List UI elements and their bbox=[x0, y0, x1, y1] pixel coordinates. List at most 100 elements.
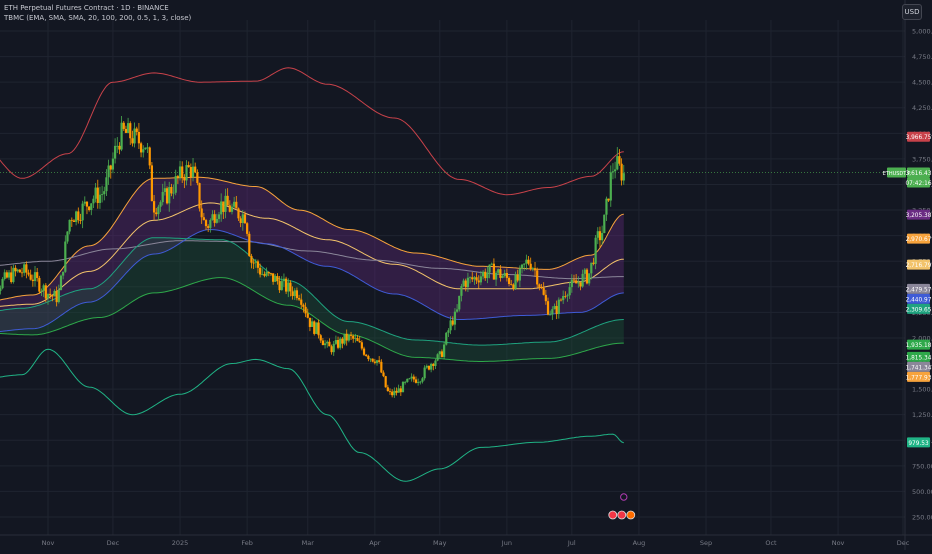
y-tick-label: 3,750.00 bbox=[912, 155, 932, 163]
candle-body bbox=[419, 381, 422, 383]
candle-body bbox=[393, 390, 396, 396]
earnings-marker-icon[interactable] bbox=[626, 510, 636, 520]
candle-body bbox=[150, 165, 153, 202]
candle-body bbox=[103, 191, 106, 195]
candle-body bbox=[272, 273, 275, 282]
candle-body bbox=[371, 358, 374, 362]
candle-body bbox=[209, 220, 212, 228]
price-label-box bbox=[907, 351, 930, 362]
candle-body bbox=[352, 335, 355, 339]
candle-body bbox=[533, 268, 537, 271]
candle-body bbox=[189, 167, 192, 178]
price-label-text: 2,440.97 bbox=[906, 297, 932, 303]
candle-body bbox=[38, 277, 41, 292]
candle-body bbox=[31, 279, 34, 282]
candle-body bbox=[114, 145, 117, 159]
candle-body bbox=[29, 274, 32, 280]
candle-body bbox=[276, 276, 279, 282]
candle-body bbox=[408, 378, 411, 380]
candle-body bbox=[341, 338, 344, 344]
candle-body bbox=[529, 263, 532, 270]
candle-body bbox=[174, 176, 177, 193]
candle-body bbox=[133, 128, 136, 144]
candle-body bbox=[553, 306, 556, 310]
candle-body bbox=[261, 274, 264, 275]
y-tick-label: 2,000.00 bbox=[912, 334, 932, 342]
y-tick-label: 500.00 bbox=[912, 488, 932, 496]
candle-body bbox=[33, 272, 37, 282]
x-tick-label: Jun bbox=[501, 539, 512, 547]
candle-body bbox=[536, 270, 539, 285]
candle-body bbox=[278, 281, 281, 291]
candle-body bbox=[152, 201, 156, 213]
candle-body bbox=[263, 274, 266, 276]
candle-body bbox=[315, 322, 318, 334]
y-tick-label: 4,250.00 bbox=[912, 104, 932, 112]
candle-body bbox=[75, 211, 78, 222]
series-line-band_teal bbox=[0, 237, 624, 346]
candle-body bbox=[105, 177, 108, 192]
price-axis[interactable]: 5,000.004,750.004,500.004,250.004,000.00… bbox=[904, 0, 932, 550]
candle-body bbox=[49, 293, 52, 296]
candle-body bbox=[120, 122, 123, 150]
event-markers[interactable] bbox=[608, 493, 636, 520]
candle-body bbox=[202, 217, 205, 221]
candle-body bbox=[378, 360, 381, 362]
candle-body bbox=[559, 299, 563, 301]
candle-body bbox=[594, 237, 597, 264]
candle-body bbox=[1, 278, 4, 289]
candle-body bbox=[516, 274, 519, 281]
y-tick-label: 1,500.00 bbox=[912, 386, 932, 394]
x-tick-label: Jul bbox=[567, 539, 576, 547]
candle-body bbox=[187, 165, 190, 168]
candle-body bbox=[300, 299, 303, 305]
candle-body bbox=[412, 376, 415, 380]
indicator-title[interactable]: TBMC (EMA, SMA, SMA, 20, 100, 200, 0.5, … bbox=[4, 14, 192, 22]
price-label-text: 2,716.79 bbox=[906, 263, 932, 269]
time-axis[interactable]: Nov Dec 2025 Feb Mar Apr May Jun Jul Aug Sep Oct Nov… bbox=[0, 534, 932, 547]
symbol-title[interactable]: ETH Perpetual Futures Contract · 1D · BI… bbox=[4, 4, 169, 12]
earnings-marker-icon[interactable] bbox=[608, 510, 618, 520]
candle-body bbox=[198, 183, 201, 209]
candle-body bbox=[443, 344, 446, 357]
candle-body bbox=[588, 273, 591, 284]
candle-body bbox=[425, 365, 428, 368]
candle-body bbox=[20, 272, 24, 274]
candle-body bbox=[546, 301, 550, 315]
y-tick-label: 4,750.00 bbox=[912, 53, 932, 61]
candle-body bbox=[168, 187, 171, 204]
candle-body bbox=[497, 269, 500, 273]
currency-button[interactable]: USD bbox=[902, 4, 922, 20]
candle-body bbox=[391, 391, 394, 396]
candle-body bbox=[148, 147, 151, 166]
candle-body bbox=[18, 269, 21, 273]
candle-body bbox=[436, 354, 439, 361]
candle-body bbox=[477, 280, 480, 283]
candle-body bbox=[572, 279, 576, 281]
candle-body bbox=[228, 205, 231, 212]
price-label-box bbox=[907, 209, 930, 220]
event-marker-icon[interactable] bbox=[620, 493, 628, 501]
x-tick-label: Nov bbox=[42, 539, 55, 547]
candle-body bbox=[126, 123, 130, 133]
candle-body bbox=[555, 306, 558, 314]
candle-body bbox=[27, 272, 30, 275]
candle-body bbox=[10, 272, 13, 283]
candle-body bbox=[503, 273, 506, 277]
x-tick-label: Oct bbox=[765, 539, 777, 547]
candle-body bbox=[297, 298, 301, 300]
candle-body bbox=[514, 274, 517, 289]
candle-body bbox=[12, 267, 15, 283]
candle-body bbox=[540, 287, 543, 289]
candle-body bbox=[142, 149, 145, 153]
candle-body bbox=[23, 264, 26, 273]
candle-body bbox=[165, 188, 169, 204]
price-label-box bbox=[907, 437, 930, 448]
price-label-box bbox=[907, 283, 930, 294]
earnings-marker-icon[interactable] bbox=[617, 510, 627, 520]
candle-body bbox=[248, 233, 251, 257]
candle-body bbox=[101, 194, 104, 195]
candle-body bbox=[395, 390, 398, 393]
